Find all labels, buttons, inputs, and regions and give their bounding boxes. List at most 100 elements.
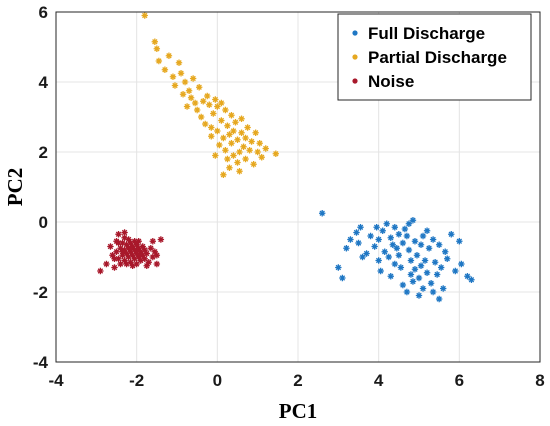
data-point	[395, 252, 403, 259]
data-point	[222, 106, 229, 114]
data-point	[242, 155, 249, 163]
data-point	[129, 252, 136, 259]
data-point	[401, 225, 409, 233]
data-point	[226, 164, 233, 171]
data-point	[458, 260, 465, 268]
data-point	[377, 267, 384, 275]
data-point	[202, 120, 209, 128]
data-point	[429, 288, 437, 296]
data-point	[375, 257, 382, 264]
data-point	[403, 288, 411, 296]
data-point	[363, 250, 370, 257]
data-point	[125, 253, 132, 261]
data-point	[248, 138, 255, 145]
data-point	[444, 255, 451, 262]
data-point	[254, 148, 261, 156]
data-point	[119, 239, 126, 247]
data-point	[218, 99, 225, 107]
data-point	[208, 124, 215, 131]
y-tick-label: 2	[39, 143, 48, 162]
data-point	[121, 234, 128, 241]
data-point	[464, 273, 471, 280]
data-point	[204, 92, 211, 100]
data-point	[153, 260, 161, 268]
data-point	[391, 224, 398, 231]
data-point	[256, 140, 263, 147]
data-point	[359, 253, 366, 261]
data-point	[385, 253, 392, 261]
x-tick-label: 0	[213, 371, 222, 390]
data-point	[405, 246, 413, 254]
x-tick-label: -2	[129, 371, 144, 390]
data-point	[452, 267, 459, 275]
data-point	[407, 271, 415, 278]
data-point	[413, 252, 421, 259]
data-point	[187, 94, 195, 101]
data-point	[417, 262, 425, 269]
data-point	[391, 260, 398, 268]
data-point	[456, 238, 463, 245]
data-point	[236, 148, 243, 156]
data-point	[131, 238, 138, 245]
data-point	[244, 124, 251, 131]
data-point	[97, 267, 104, 275]
data-point	[151, 38, 159, 45]
data-point	[117, 245, 124, 252]
data-point	[181, 78, 189, 86]
data-point	[399, 239, 407, 247]
data-point	[433, 271, 441, 278]
data-point	[127, 259, 134, 266]
data-point	[169, 73, 177, 80]
data-point	[415, 274, 423, 282]
data-point	[421, 257, 429, 264]
data-point	[397, 264, 405, 271]
data-point	[230, 152, 237, 159]
data-point	[165, 52, 173, 59]
data-point	[107, 243, 114, 250]
data-point	[133, 250, 140, 257]
data-point	[133, 260, 140, 268]
y-tick-label: -2	[33, 283, 48, 302]
data-point	[240, 143, 247, 150]
data-point	[236, 168, 243, 175]
data-point	[415, 292, 423, 299]
data-point	[121, 257, 128, 264]
data-point	[113, 248, 120, 255]
data-point	[419, 232, 427, 240]
data-point	[143, 250, 150, 257]
series-1	[141, 12, 280, 178]
data-point	[137, 257, 144, 264]
data-point	[161, 66, 169, 73]
y-tick-label: 4	[39, 73, 49, 92]
data-point	[417, 241, 425, 248]
data-point	[123, 260, 130, 268]
data-point	[220, 134, 227, 142]
data-point	[272, 150, 280, 157]
data-point	[357, 224, 364, 231]
data-point	[379, 227, 386, 234]
data-point	[238, 115, 245, 122]
data-point	[220, 171, 227, 178]
y-tick-label: -4	[33, 353, 49, 372]
data-point	[151, 248, 159, 255]
legend-marker	[352, 54, 358, 60]
data-point	[399, 281, 407, 289]
x-tick-label: -4	[48, 371, 64, 390]
data-point	[411, 266, 419, 273]
data-point	[437, 264, 445, 271]
y-tick-label: 0	[39, 213, 48, 232]
data-point	[143, 262, 150, 269]
y-tick-label: 6	[39, 3, 48, 22]
data-point	[242, 134, 249, 142]
data-point	[214, 103, 221, 110]
data-point	[442, 248, 449, 255]
data-point	[238, 129, 245, 136]
data-point	[371, 243, 378, 250]
data-point	[246, 147, 253, 154]
data-point	[185, 87, 193, 94]
data-point	[411, 238, 419, 245]
data-point	[139, 243, 146, 250]
data-point	[427, 280, 435, 287]
data-point	[375, 236, 382, 243]
